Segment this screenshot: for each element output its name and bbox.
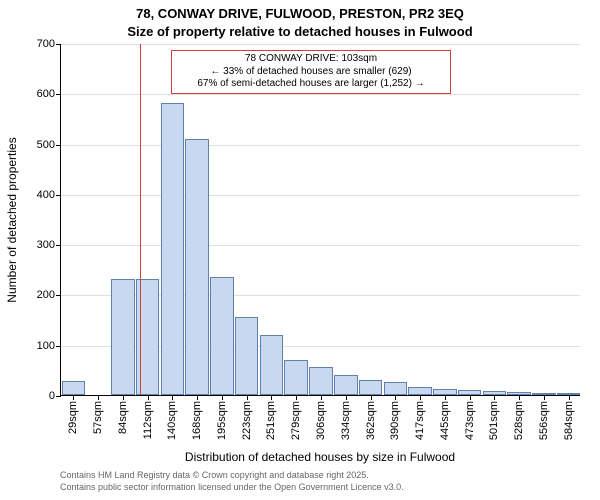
xtick-mark xyxy=(470,395,471,400)
x-axis-label: Distribution of detached houses by size … xyxy=(60,450,580,464)
xtick-mark xyxy=(494,395,495,400)
ytick-label: 100 xyxy=(37,340,55,352)
xtick-mark xyxy=(197,395,198,400)
xtick-label: 195sqm xyxy=(216,401,228,440)
property-size-histogram: 78, CONWAY DRIVE, FULWOOD, PRESTON, PR2 … xyxy=(0,0,600,500)
ytick-label: 600 xyxy=(37,88,55,100)
plot-area: 010020030040050060070029sqm57sqm84sqm112… xyxy=(60,44,580,396)
xtick-label: 473sqm xyxy=(464,401,476,440)
xtick-mark xyxy=(569,395,570,400)
histogram-bar xyxy=(408,387,432,395)
xtick-label: 528sqm xyxy=(513,401,525,440)
ytick-label: 0 xyxy=(49,390,55,402)
ytick-label: 300 xyxy=(37,239,55,251)
xtick-mark xyxy=(73,395,74,400)
histogram-bar xyxy=(260,335,284,395)
xtick-label: 501sqm xyxy=(488,401,500,440)
ytick-mark xyxy=(56,195,61,196)
histogram-bar xyxy=(111,279,135,395)
xtick-mark xyxy=(321,395,322,400)
xtick-label: 57sqm xyxy=(92,401,104,434)
xtick-label: 306sqm xyxy=(315,401,327,440)
xtick-mark xyxy=(519,395,520,400)
ytick-mark xyxy=(56,44,61,45)
xtick-mark xyxy=(296,395,297,400)
xtick-mark xyxy=(148,395,149,400)
xtick-label: 29sqm xyxy=(67,401,79,434)
xtick-mark xyxy=(247,395,248,400)
chart-title-address: 78, CONWAY DRIVE, FULWOOD, PRESTON, PR2 … xyxy=(0,6,600,21)
xtick-label: 84sqm xyxy=(117,401,129,434)
chart-title-subtitle: Size of property relative to detached ho… xyxy=(0,24,600,39)
histogram-bar xyxy=(309,367,333,395)
ytick-mark xyxy=(56,396,61,397)
chart-footer-attribution: Contains HM Land Registry data © Crown c… xyxy=(60,470,404,493)
xtick-mark xyxy=(222,395,223,400)
xtick-label: 445sqm xyxy=(439,401,451,440)
histogram-bar xyxy=(235,317,259,395)
footer-line-2: Contains public sector information licen… xyxy=(60,482,404,494)
ytick-label: 200 xyxy=(37,289,55,301)
xtick-mark xyxy=(98,395,99,400)
xtick-label: 251sqm xyxy=(265,401,277,440)
histogram-bar xyxy=(62,381,86,395)
ytick-label: 400 xyxy=(37,189,55,201)
xtick-label: 334sqm xyxy=(340,401,352,440)
annotation-line: 78 CONWAY DRIVE: 103sqm xyxy=(178,53,444,66)
histogram-bar xyxy=(284,360,308,395)
xtick-label: 417sqm xyxy=(414,401,426,440)
xtick-label: 140sqm xyxy=(166,401,178,440)
xtick-mark xyxy=(172,395,173,400)
footer-line-1: Contains HM Land Registry data © Crown c… xyxy=(60,470,404,482)
ytick-label: 500 xyxy=(37,139,55,151)
xtick-mark xyxy=(123,395,124,400)
xtick-mark xyxy=(445,395,446,400)
histogram-bar xyxy=(359,380,383,395)
histogram-bar xyxy=(161,103,185,395)
xtick-label: 362sqm xyxy=(365,401,377,440)
xtick-mark xyxy=(371,395,372,400)
annotation-line: 67% of semi-detached houses are larger (… xyxy=(178,78,444,91)
xtick-mark xyxy=(544,395,545,400)
histogram-bar xyxy=(334,375,358,395)
ytick-mark xyxy=(56,346,61,347)
annotation-line: ← 33% of detached houses are smaller (62… xyxy=(178,66,444,79)
subject-property-annotation: 78 CONWAY DRIVE: 103sqm← 33% of detached… xyxy=(171,50,451,94)
subject-property-marker xyxy=(140,44,141,395)
xtick-label: 556sqm xyxy=(538,401,550,440)
xtick-mark xyxy=(395,395,396,400)
xtick-label: 584sqm xyxy=(563,401,575,440)
xtick-mark xyxy=(271,395,272,400)
xtick-label: 168sqm xyxy=(191,401,203,440)
histogram-bar xyxy=(210,277,234,395)
xtick-label: 279sqm xyxy=(290,401,302,440)
ytick-mark xyxy=(56,295,61,296)
y-axis-label: Number of detached properties xyxy=(5,137,19,302)
ytick-mark xyxy=(56,245,61,246)
ytick-mark xyxy=(56,94,61,95)
histogram-bar xyxy=(384,382,408,395)
xtick-mark xyxy=(346,395,347,400)
xtick-label: 223sqm xyxy=(241,401,253,440)
histogram-bar xyxy=(185,139,209,395)
xtick-label: 390sqm xyxy=(389,401,401,440)
xtick-mark xyxy=(420,395,421,400)
xtick-label: 112sqm xyxy=(142,401,154,439)
ytick-mark xyxy=(56,145,61,146)
ytick-label: 700 xyxy=(37,38,55,50)
